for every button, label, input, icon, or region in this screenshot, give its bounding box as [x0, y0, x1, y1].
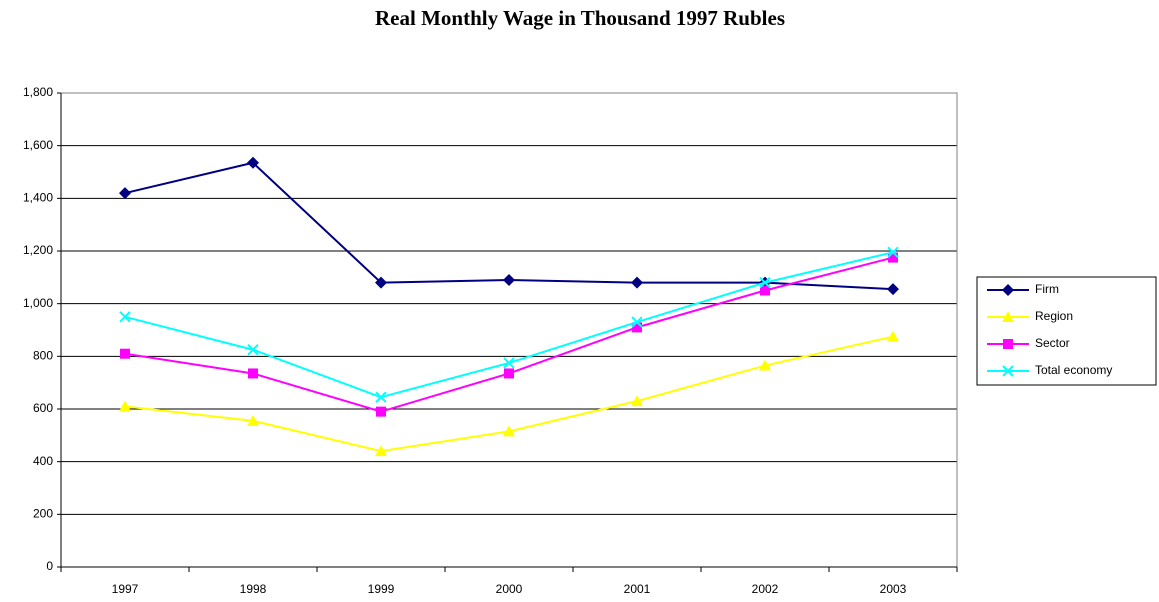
- legend-label: Firm: [1035, 282, 1059, 296]
- y-tick-label: 1,800: [23, 85, 53, 99]
- y-tick-label: 0: [46, 559, 53, 573]
- marker: [503, 357, 515, 369]
- marker: [888, 252, 898, 263]
- x-tick-label: 1998: [240, 582, 267, 596]
- y-tick-label: 1,200: [23, 243, 53, 257]
- marker: [759, 359, 771, 371]
- marker: [376, 406, 386, 417]
- legend-marker: [1002, 365, 1014, 377]
- marker: [120, 348, 130, 359]
- marker: [375, 276, 387, 289]
- marker: [503, 425, 515, 437]
- legend-marker: [1003, 339, 1013, 349]
- x-tick-label: 1997: [112, 582, 139, 596]
- marker: [375, 391, 387, 403]
- marker: [887, 330, 899, 342]
- y-tick-label: 400: [33, 454, 53, 468]
- series-line: [124, 161, 894, 291]
- marker: [759, 276, 771, 289]
- marker: [248, 368, 258, 379]
- chart-title: Real Monthly Wage in Thousand 1997 Ruble…: [375, 6, 785, 30]
- marker: [503, 273, 515, 286]
- y-tick-label: 600: [33, 401, 53, 415]
- legend-label: Sector: [1035, 336, 1070, 350]
- marker: [631, 395, 643, 407]
- marker: [632, 322, 642, 333]
- marker: [760, 285, 770, 296]
- marker: [631, 316, 643, 328]
- plot-border: [60, 92, 958, 568]
- y-tick-label: 1,400: [23, 191, 53, 205]
- y-tick-label: 1,600: [23, 138, 53, 152]
- x-tick-label: 2003: [880, 582, 907, 596]
- x-tick-label: 2002: [752, 582, 779, 596]
- legend-box: [976, 276, 1157, 386]
- marker: [247, 156, 259, 169]
- marker: [247, 414, 259, 426]
- x-tick-label: 2000: [496, 582, 523, 596]
- legend-label: Region: [1035, 309, 1073, 323]
- y-tick-label: 200: [33, 507, 53, 521]
- marker: [887, 283, 899, 296]
- marker: [631, 276, 643, 289]
- legend-marker: [1002, 311, 1014, 322]
- legend-marker: [1002, 284, 1014, 296]
- marker: [119, 311, 131, 323]
- y-tick-label: 1,000: [23, 296, 53, 310]
- x-tick-label: 2001: [624, 582, 651, 596]
- marker: [504, 368, 514, 379]
- y-tick-label: 800: [33, 349, 53, 363]
- marker: [119, 187, 131, 200]
- marker: [375, 445, 387, 457]
- marker: [887, 246, 899, 259]
- legend-label: Total economy: [1035, 363, 1112, 377]
- marker: [119, 400, 131, 412]
- x-tick-label: 1999: [368, 582, 395, 596]
- marker: [247, 344, 259, 356]
